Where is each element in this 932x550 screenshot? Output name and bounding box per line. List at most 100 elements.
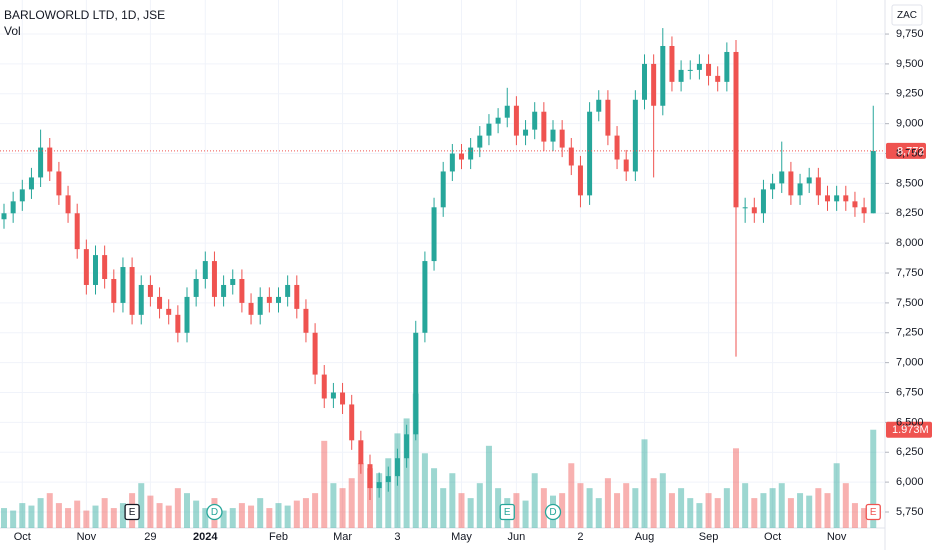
event-marker xyxy=(206,503,223,521)
x-tick-label: Feb xyxy=(269,531,288,543)
volume-bar xyxy=(650,478,657,528)
volume-bar xyxy=(403,418,410,528)
candle-body xyxy=(413,332,419,435)
candle-body xyxy=(696,63,702,70)
candle-body xyxy=(202,261,208,279)
volume-bar xyxy=(412,393,419,528)
volume-bar xyxy=(778,483,785,528)
y-tick-label: 6,500 xyxy=(896,416,924,428)
candle-body xyxy=(477,135,483,148)
volume-bar xyxy=(147,495,154,528)
candle-body xyxy=(632,99,638,172)
candle-body xyxy=(257,296,263,315)
volume-bar xyxy=(614,493,621,528)
last-volume-box xyxy=(886,421,932,438)
volume-bar xyxy=(110,508,117,528)
volume-bar xyxy=(467,498,474,528)
candle-body xyxy=(788,171,794,196)
candle-body xyxy=(28,177,34,190)
candle-body xyxy=(797,183,803,196)
candle-body xyxy=(760,189,766,214)
volume-bar xyxy=(92,505,99,528)
volume-bar xyxy=(376,473,383,528)
candle-body xyxy=(852,201,858,208)
volume-bar xyxy=(74,500,81,528)
candle-body xyxy=(623,159,629,172)
volume-bar xyxy=(540,488,547,528)
volume-bar xyxy=(742,483,749,528)
x-tick-label: Aug xyxy=(635,531,655,543)
x-tick-label: Mar xyxy=(333,531,352,543)
candle-body xyxy=(687,69,693,71)
volume-bar xyxy=(687,498,694,528)
volume-bar xyxy=(851,503,858,528)
candle-body xyxy=(422,261,428,333)
volume-bar xyxy=(65,508,72,528)
event-label: E xyxy=(504,507,511,518)
volume-bar xyxy=(1,508,7,528)
x-tick-label: Nov xyxy=(77,531,97,543)
volume-bar xyxy=(751,498,758,528)
candle-body xyxy=(211,261,217,297)
y-tick-label: 9,500 xyxy=(896,58,924,70)
y-tick-label: 8,750 xyxy=(896,147,924,159)
overlays xyxy=(0,142,932,521)
candle-body xyxy=(276,296,281,303)
y-tick-label: 5,750 xyxy=(896,506,924,518)
volume-bar xyxy=(238,503,245,528)
volume-bar xyxy=(284,505,291,528)
candle-body xyxy=(870,150,876,214)
candle-body xyxy=(102,255,108,279)
candle-body xyxy=(266,296,272,303)
x-tick-label: 29 xyxy=(144,531,156,543)
candle-body xyxy=(394,458,400,477)
x-tick-label: Oct xyxy=(14,531,31,543)
volume-bar xyxy=(421,453,428,528)
candle-body xyxy=(312,332,318,375)
volume-bar xyxy=(824,493,831,528)
currency-box[interactable] xyxy=(891,4,923,26)
volume-bar xyxy=(586,488,593,528)
volume-bar xyxy=(531,473,538,528)
candle-body xyxy=(513,105,519,136)
candle-body xyxy=(349,404,355,441)
candle-body xyxy=(10,201,16,214)
candle-body xyxy=(47,147,53,172)
volume-bar xyxy=(339,488,346,528)
candle-body xyxy=(431,207,437,262)
volume-bar xyxy=(705,493,712,528)
event-label: D xyxy=(549,507,556,518)
volume-bar xyxy=(184,493,190,528)
x-tick-label: Sep xyxy=(699,531,719,543)
candle-body xyxy=(642,63,647,100)
last-price-label: 8,772 xyxy=(897,145,925,157)
volume-bar xyxy=(202,508,209,528)
candle-body xyxy=(733,51,739,208)
volume-bar xyxy=(797,493,804,528)
candle-body xyxy=(751,207,757,214)
candle-body xyxy=(495,117,501,124)
volume-label: Vol xyxy=(4,24,21,38)
volume-bar xyxy=(357,463,364,528)
candle-body xyxy=(120,267,126,303)
volume-bar xyxy=(632,488,639,528)
volume-bar xyxy=(55,503,62,528)
candle-body xyxy=(550,129,556,142)
candle-body xyxy=(715,75,721,82)
candle-body xyxy=(806,177,812,184)
volume-bar xyxy=(806,495,813,528)
volume-bar xyxy=(156,503,163,528)
volume-bar xyxy=(293,500,300,528)
x-tick-label: May xyxy=(451,531,472,543)
volume-bar xyxy=(101,498,108,528)
candle-body xyxy=(111,278,117,303)
candle-body xyxy=(815,177,821,196)
candle-body xyxy=(843,195,849,202)
event-marker xyxy=(124,503,140,521)
candle-body xyxy=(486,123,492,136)
candle-body xyxy=(38,147,44,178)
candle-body xyxy=(587,111,593,196)
candle-body xyxy=(779,171,785,184)
volume-bar xyxy=(714,498,721,528)
